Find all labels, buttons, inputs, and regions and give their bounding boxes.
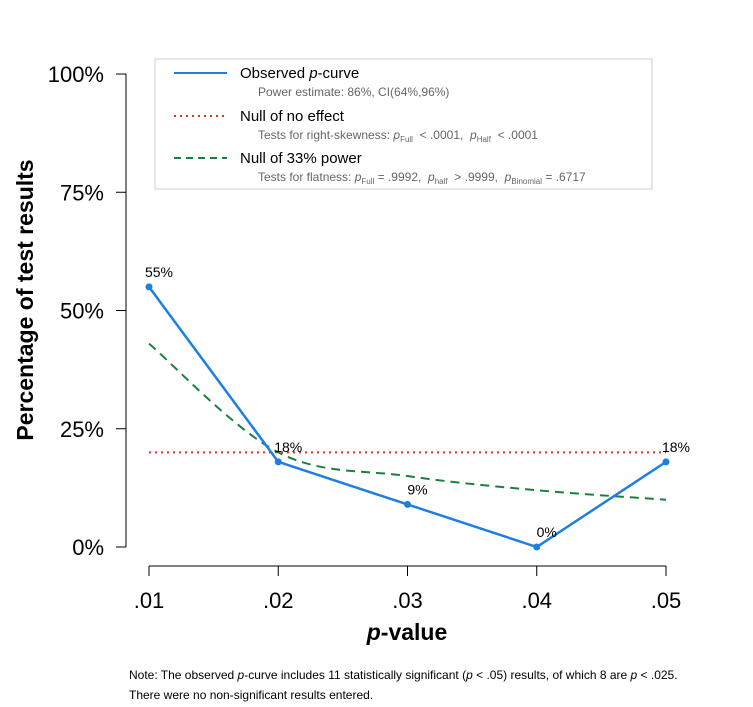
observed-point xyxy=(533,543,541,551)
series-layer: 55% 18% 9% 0% 18% xyxy=(145,264,690,551)
series-line-null_33_power xyxy=(148,342,667,501)
note-line-2: There were no non-significant results en… xyxy=(129,688,374,702)
legend-observed-title: Observed p-curve xyxy=(240,65,359,82)
observed-data-label: 9% xyxy=(407,481,427,497)
y-tick-label: 75% xyxy=(60,180,104,205)
observed-data-label: 18% xyxy=(274,439,302,455)
x-tick-label: .03 xyxy=(392,588,423,613)
note-line-1: Note: The observed p-curve includes 11 s… xyxy=(129,668,678,682)
legend-null-subtitle: Tests for right-skewness: pFull < .0001,… xyxy=(258,128,538,144)
legend: Observed p-curve Power estimate: 86%, CI… xyxy=(154,58,653,190)
y-tick-label: 50% xyxy=(60,299,104,324)
x-ticks: .01 .02 .03 .04 .05 xyxy=(134,566,682,613)
y-axis: 0% 25% 50% 75% 100% Percentage of test resul… xyxy=(12,62,127,560)
observed-data-label: 55% xyxy=(145,264,173,280)
p-curve-chart: 0% 25% 50% 75% 100% Percentage of test resul… xyxy=(12,58,690,645)
observed-point xyxy=(274,458,282,466)
x-axis-label: p-value xyxy=(366,619,448,645)
series-line-observed xyxy=(147,286,667,549)
observed-data-label: 18% xyxy=(662,439,690,455)
observed-point xyxy=(145,283,153,291)
y-tick-label: 25% xyxy=(60,417,104,442)
y-tick-label: 100% xyxy=(48,62,104,87)
legend-power-title: Null of 33% power xyxy=(240,150,362,167)
x-tick-label: .01 xyxy=(134,588,165,613)
y-axis-label: Percentage of test results xyxy=(12,159,38,440)
observed-point xyxy=(404,500,411,508)
x-tick-label: .04 xyxy=(521,588,552,613)
observed-data-label: 0% xyxy=(537,524,557,540)
x-axis-label-italic: p xyxy=(366,619,381,645)
x-axis-label-rest: -value xyxy=(381,619,447,645)
y-tick-label: 0% xyxy=(72,535,104,560)
x-tick-label: .02 xyxy=(263,588,294,613)
y-ticks: 0% 25% 50% 75% 100% xyxy=(48,62,126,560)
legend-power-subtitle: Tests for flatness: pFull = .9992, phalf… xyxy=(258,170,586,186)
legend-box xyxy=(154,58,653,190)
legend-observed-subtitle: Power estimate: 86%, CI(64%,96%) xyxy=(258,85,449,99)
legend-null-title: Null of no effect xyxy=(240,108,345,125)
x-tick-label: .05 xyxy=(651,588,682,613)
observed-point xyxy=(662,458,670,466)
x-axis: .01 .02 .03 .04 .05 p-value xyxy=(134,565,682,645)
